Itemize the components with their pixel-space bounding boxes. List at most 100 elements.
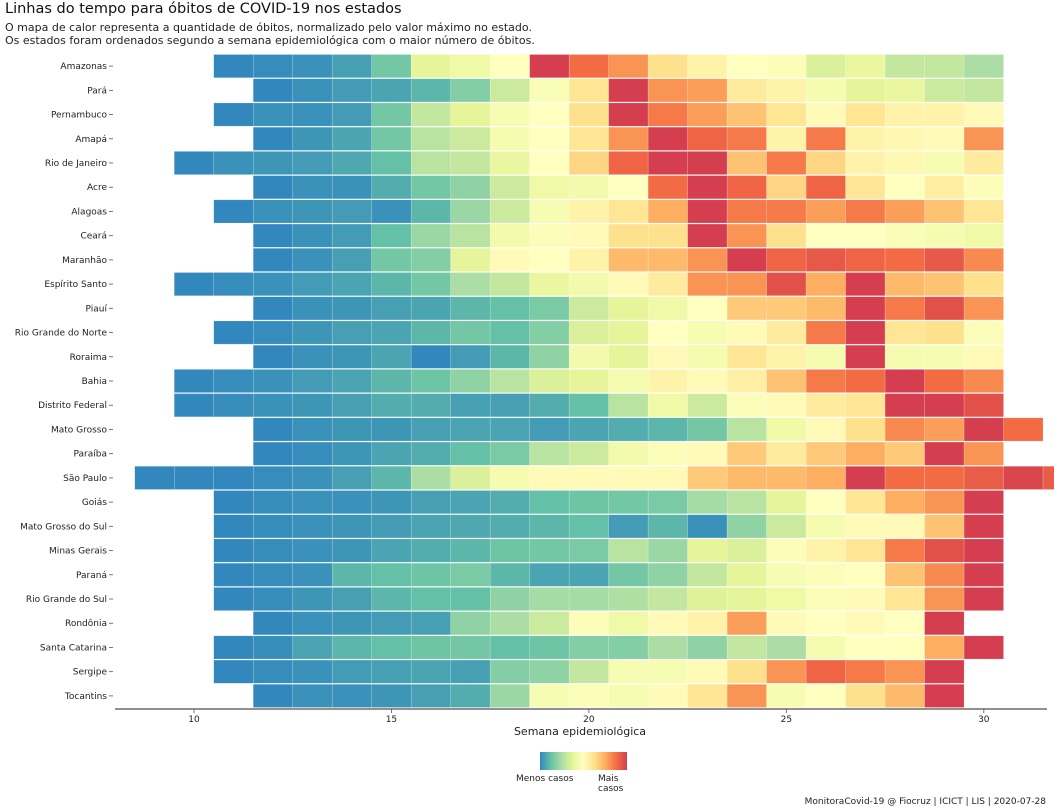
heatmap-cell [410,635,451,660]
heatmap-cell [963,102,1004,127]
heatmap-cell [450,199,491,224]
heatmap-cell [568,369,609,393]
heatmap-cell [845,175,886,200]
heatmap-cell [805,684,846,708]
heatmap-cell [331,175,372,200]
heatmap-cell [489,635,530,660]
heatmap-cell [884,684,925,708]
heatmap-cell [134,466,175,490]
heatmap-cell [450,320,491,345]
heatmap-cell [924,175,965,200]
heatmap-cell [371,54,412,78]
y-tick-label: Pará [87,86,107,96]
heatmap-cell [845,635,886,660]
heatmap-cell [252,538,293,563]
heatmap-cell [450,393,491,418]
heatmap-cell [529,199,570,224]
heatmap-cell [292,223,333,248]
y-tick-label: Distrito Federal [38,401,107,411]
heatmap-cell [884,611,925,636]
heatmap-cell [568,296,609,321]
heatmap-cell [568,272,609,296]
heatmap-cell [963,344,1004,369]
heatmap-cell [924,320,965,345]
heatmap-cell [845,272,886,296]
heatmap-cell [292,466,333,490]
heatmap-cell [963,538,1004,563]
heatmap-cell [252,151,293,175]
heatmap-cell [766,54,807,78]
heatmap-cell [371,175,412,200]
y-tick-label: Amazonas [60,62,107,72]
heatmap-cell [726,562,767,587]
x-tick-label: 30 [978,715,990,725]
heatmap-cell [410,126,451,151]
heatmap-cell [1003,417,1044,442]
heatmap-cell [371,78,412,103]
heatmap-cell [252,199,293,224]
heatmap-cell [608,199,649,224]
heatmap-cell [963,296,1004,321]
heatmap-cell [292,248,333,272]
heatmap-cell [963,393,1004,418]
heatmap-cell [845,490,886,514]
heatmap-cell [252,562,293,587]
heatmap-cell [884,635,925,660]
heatmap-cell [687,175,728,200]
heatmap-cell [924,562,965,587]
heatmap-cell [568,126,609,151]
heatmap-cell [371,320,412,345]
heatmap-cell [963,248,1004,272]
heatmap-cell [647,126,688,151]
heatmap-cell [608,490,649,514]
heatmap-cell [805,344,846,369]
heatmap-cell [845,151,886,175]
heatmap-cell [213,369,254,393]
chart-subtitle-line-1: O mapa de calor representa a quantidade … [5,21,532,34]
heatmap-cell [963,272,1004,296]
heatmap-cell [568,417,609,442]
heatmap-cell [292,175,333,200]
heatmap-cell [371,417,412,442]
heatmap-cell [371,611,412,636]
heatmap-cell [213,514,254,539]
heatmap-cell [410,684,451,708]
heatmap-cell [292,272,333,296]
heatmap-cell [647,441,688,466]
heatmap-cell [529,417,570,442]
heatmap-cell [884,659,925,684]
heatmap-cell [450,659,491,684]
heatmap-cell [252,54,293,78]
heatmap-cell [489,248,530,272]
heatmap-cell [647,393,688,418]
heatmap-cell [252,417,293,442]
heatmap-cell [647,320,688,345]
heatmap-cell [173,272,214,296]
heatmap-cell [805,126,846,151]
heatmap-cell [410,272,451,296]
heatmap-cell [529,151,570,175]
heatmap-cell [331,102,372,127]
heatmap-cell [805,151,846,175]
heatmap-cell [252,611,293,636]
heatmap-cell [568,611,609,636]
heatmap-cell [292,562,333,587]
heatmap-cell [252,344,293,369]
heatmap-cell [371,369,412,393]
heatmap-cell [845,562,886,587]
heatmap-cell [766,441,807,466]
heatmap-cell [489,417,530,442]
heatmap-cell [213,272,254,296]
heatmap-cell [252,126,293,151]
heatmap-cell [805,635,846,660]
heatmap-cell [805,393,846,418]
heatmap-cell [805,466,846,490]
heatmap-cell [884,514,925,539]
heatmap-cell [292,611,333,636]
heatmap-cell [924,126,965,151]
heatmap-cell [410,611,451,636]
heatmap-cell [371,393,412,418]
heatmap-cell [687,490,728,514]
heatmap-cell [568,175,609,200]
heatmap-cell [529,538,570,563]
